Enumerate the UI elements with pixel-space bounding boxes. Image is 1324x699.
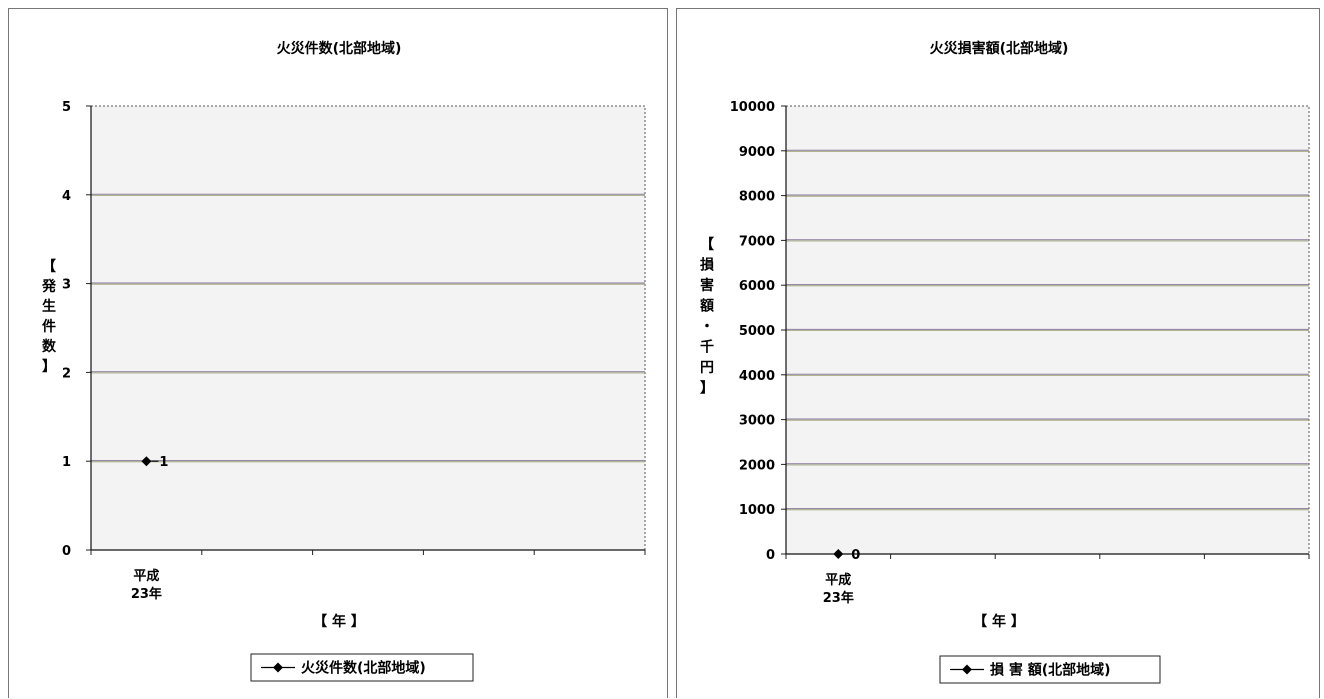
chart-title: 火災損害額(北部地域)	[930, 40, 1069, 57]
y-axis-label-char: 損	[700, 257, 715, 274]
data-point-marker	[141, 456, 152, 467]
y-axis-label-char: 円	[700, 360, 714, 376]
y-tick-label: 2	[62, 366, 71, 381]
x-axis-label: 【 年 】	[313, 613, 365, 630]
legend-marker	[962, 664, 972, 675]
legend-marker	[273, 662, 283, 673]
chart-panel-fire-count: 火災件数(北部地域) 0 1 2 3 4 5 平成 23年 【発生件数】【 年 】 1 火災件数(北部…	[8, 8, 668, 698]
y-tick-label: 0	[62, 544, 71, 559]
y-tick-label: 3	[62, 278, 71, 293]
y-tick-label: 1	[62, 455, 71, 470]
y-axis-label-char: 】	[42, 359, 56, 375]
plot-area	[90, 105, 646, 551]
y-tick-label: 10000	[730, 100, 775, 115]
y-tick-label: 9000	[739, 145, 775, 160]
chart-panel-damage-amount: 火災損害額(北部地域) 0 1000 2000 3000 4000 5000 6000 7000…	[676, 8, 1320, 698]
y-tick-label: 1000	[739, 503, 775, 518]
y-axis-label-char: 【	[700, 237, 714, 253]
y-axis-label-char: ・	[700, 319, 714, 335]
y-tick-label: 4000	[739, 369, 775, 384]
data-label: 1	[159, 455, 168, 470]
y-axis-label-char: 生	[42, 298, 56, 315]
x-axis-label: 【 年 】	[973, 613, 1025, 630]
y-tick-label: 4	[62, 189, 71, 204]
y-tick-label: 5	[62, 100, 71, 115]
y-axis-label-char: 額	[699, 298, 714, 315]
y-axis-label-char: 【	[42, 259, 56, 275]
y-tick-label: 2000	[739, 458, 775, 473]
legend-series-name: 火災件数(北部地域)	[301, 660, 426, 677]
y-tick-label: 0	[766, 548, 775, 563]
chart-title: 火災件数(北部地域)	[277, 40, 402, 57]
y-axis-label-char: 千	[700, 339, 714, 356]
y-tick-label: 6000	[739, 279, 775, 294]
damage-amount-chart: 火災損害額(北部地域) 0 1000 2000 3000 4000 5000 6000 7000…	[699, 40, 1310, 684]
legend-series-name: 損 害 額(北部地域)	[990, 662, 1111, 679]
y-tick-label: 3000	[739, 414, 775, 429]
data-label: 0	[851, 548, 860, 563]
y-tick-label: 8000	[739, 190, 775, 205]
y-axis-label-char: 発	[41, 278, 57, 295]
x-category-label: 平成	[133, 568, 159, 584]
y-axis-label-char: 件	[42, 318, 56, 335]
y-axis-label-char: 害	[700, 277, 714, 294]
y-axis-label-char: 】	[700, 381, 714, 397]
x-category-label: 23年	[131, 586, 162, 602]
y-axis-label-char: 数	[42, 338, 57, 355]
x-category-label: 平成	[825, 572, 851, 588]
x-category-label: 23年	[823, 590, 854, 606]
y-tick-label: 5000	[739, 324, 775, 339]
plot-area	[785, 105, 1310, 555]
y-tick-label: 7000	[739, 234, 775, 249]
data-point-marker	[833, 549, 844, 559]
